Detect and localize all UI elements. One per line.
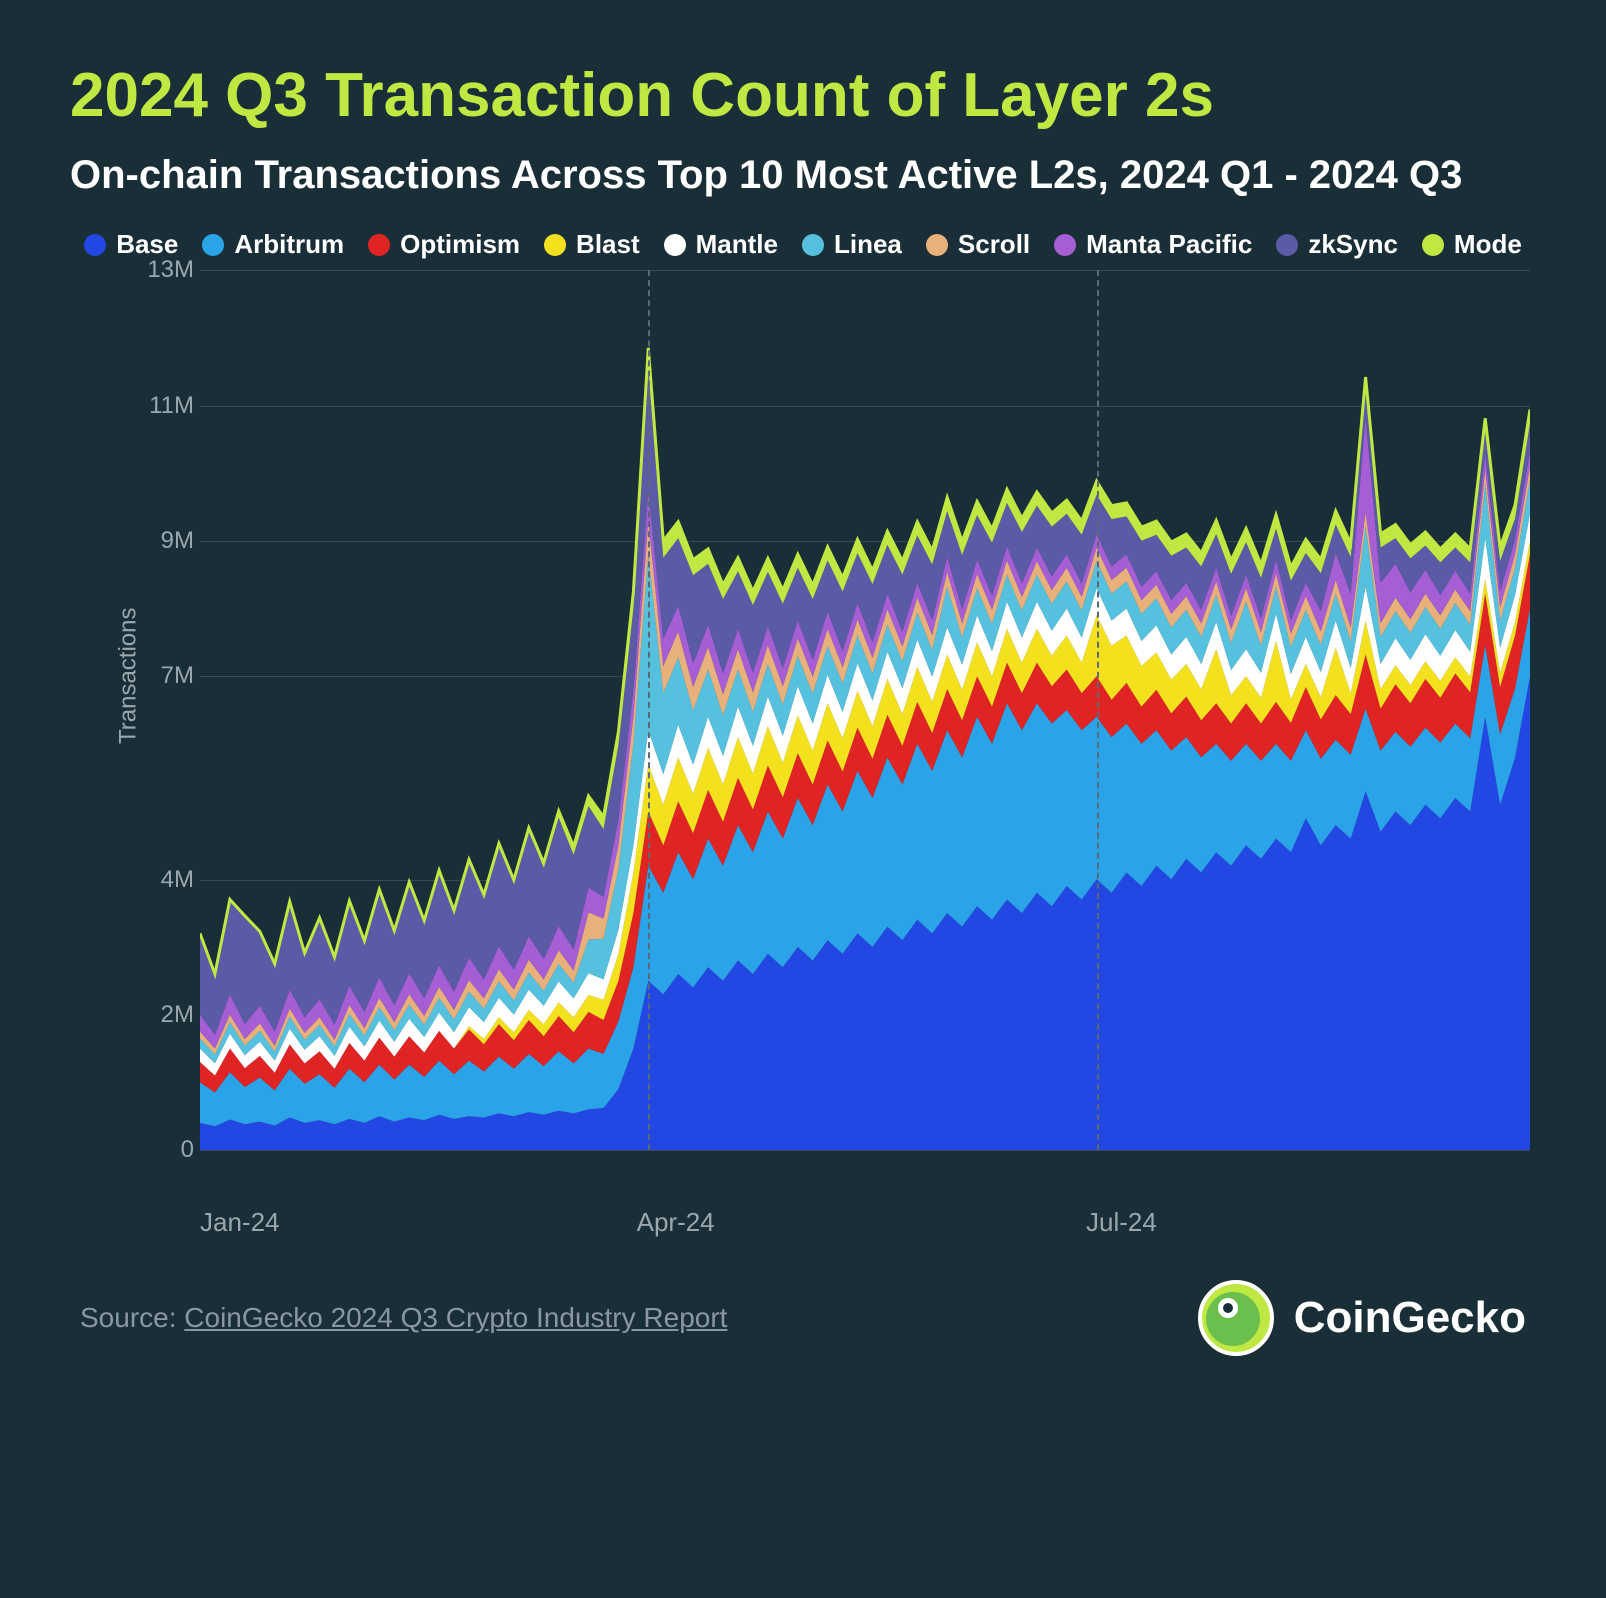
source-link[interactable]: CoinGecko 2024 Q3 Crypto Industry Report	[184, 1302, 727, 1333]
legend-item: Arbitrum	[202, 229, 344, 260]
legend-dot-icon	[802, 234, 824, 256]
legend-dot-icon	[202, 234, 224, 256]
legend-item: Mode	[1422, 229, 1522, 260]
legend-label: Optimism	[400, 229, 520, 260]
legend-item: Linea	[802, 229, 902, 260]
legend-label: Manta Pacific	[1086, 229, 1252, 260]
source-label: Source:	[80, 1302, 184, 1333]
legend-label: Scroll	[958, 229, 1030, 260]
legend-dot-icon	[664, 234, 686, 256]
legend: BaseArbitrumOptimismBlastMantleLineaScro…	[70, 229, 1536, 260]
legend-label: Linea	[834, 229, 902, 260]
legend-dot-icon	[1276, 234, 1298, 256]
legend-item: Manta Pacific	[1054, 229, 1252, 260]
chart-area: Transactions 02M4M7M9M11M13MJan-24Apr-24…	[70, 270, 1536, 1190]
legend-dot-icon	[544, 234, 566, 256]
legend-dot-icon	[1054, 234, 1076, 256]
legend-item: Blast	[544, 229, 640, 260]
chart-title: 2024 Q3 Transaction Count of Layer 2s	[70, 60, 1536, 131]
legend-dot-icon	[368, 234, 390, 256]
legend-item: Optimism	[368, 229, 520, 260]
source-text: Source: CoinGecko 2024 Q3 Crypto Industr…	[80, 1302, 727, 1334]
legend-item: zkSync	[1276, 229, 1398, 260]
brand-name: CoinGecko	[1294, 1293, 1526, 1343]
legend-item: Mantle	[664, 229, 778, 260]
legend-item: Scroll	[926, 229, 1030, 260]
legend-label: Mantle	[696, 229, 778, 260]
legend-label: Mode	[1454, 229, 1522, 260]
x-tick-label: Jan-24	[200, 1207, 280, 1238]
y-tick-label: 7M	[130, 662, 194, 690]
stacked-area-svg	[200, 270, 1530, 1150]
legend-dot-icon	[926, 234, 948, 256]
vertical-gridline	[648, 270, 650, 1150]
y-tick-label: 13M	[130, 256, 194, 284]
coingecko-logo-icon	[1198, 1280, 1274, 1356]
y-tick-label: 2M	[130, 1001, 194, 1029]
legend-dot-icon	[1422, 234, 1444, 256]
legend-label: Arbitrum	[234, 229, 344, 260]
y-tick-label: 4M	[130, 866, 194, 894]
legend-dot-icon	[84, 234, 106, 256]
y-tick-label: 11M	[130, 392, 194, 420]
chart-subtitle: On-chain Transactions Across Top 10 Most…	[70, 149, 1536, 201]
legend-label: zkSync	[1308, 229, 1398, 260]
gridline	[200, 1150, 1530, 1151]
brand: CoinGecko	[1198, 1280, 1526, 1356]
plot: 02M4M7M9M11M13MJan-24Apr-24Jul-24	[130, 270, 1530, 1190]
y-tick-label: 9M	[130, 527, 194, 555]
y-tick-label: 0	[130, 1136, 194, 1164]
vertical-gridline	[1097, 270, 1099, 1150]
legend-label: Blast	[576, 229, 640, 260]
x-tick-label: Apr-24	[637, 1207, 715, 1238]
x-tick-label: Jul-24	[1086, 1207, 1157, 1238]
